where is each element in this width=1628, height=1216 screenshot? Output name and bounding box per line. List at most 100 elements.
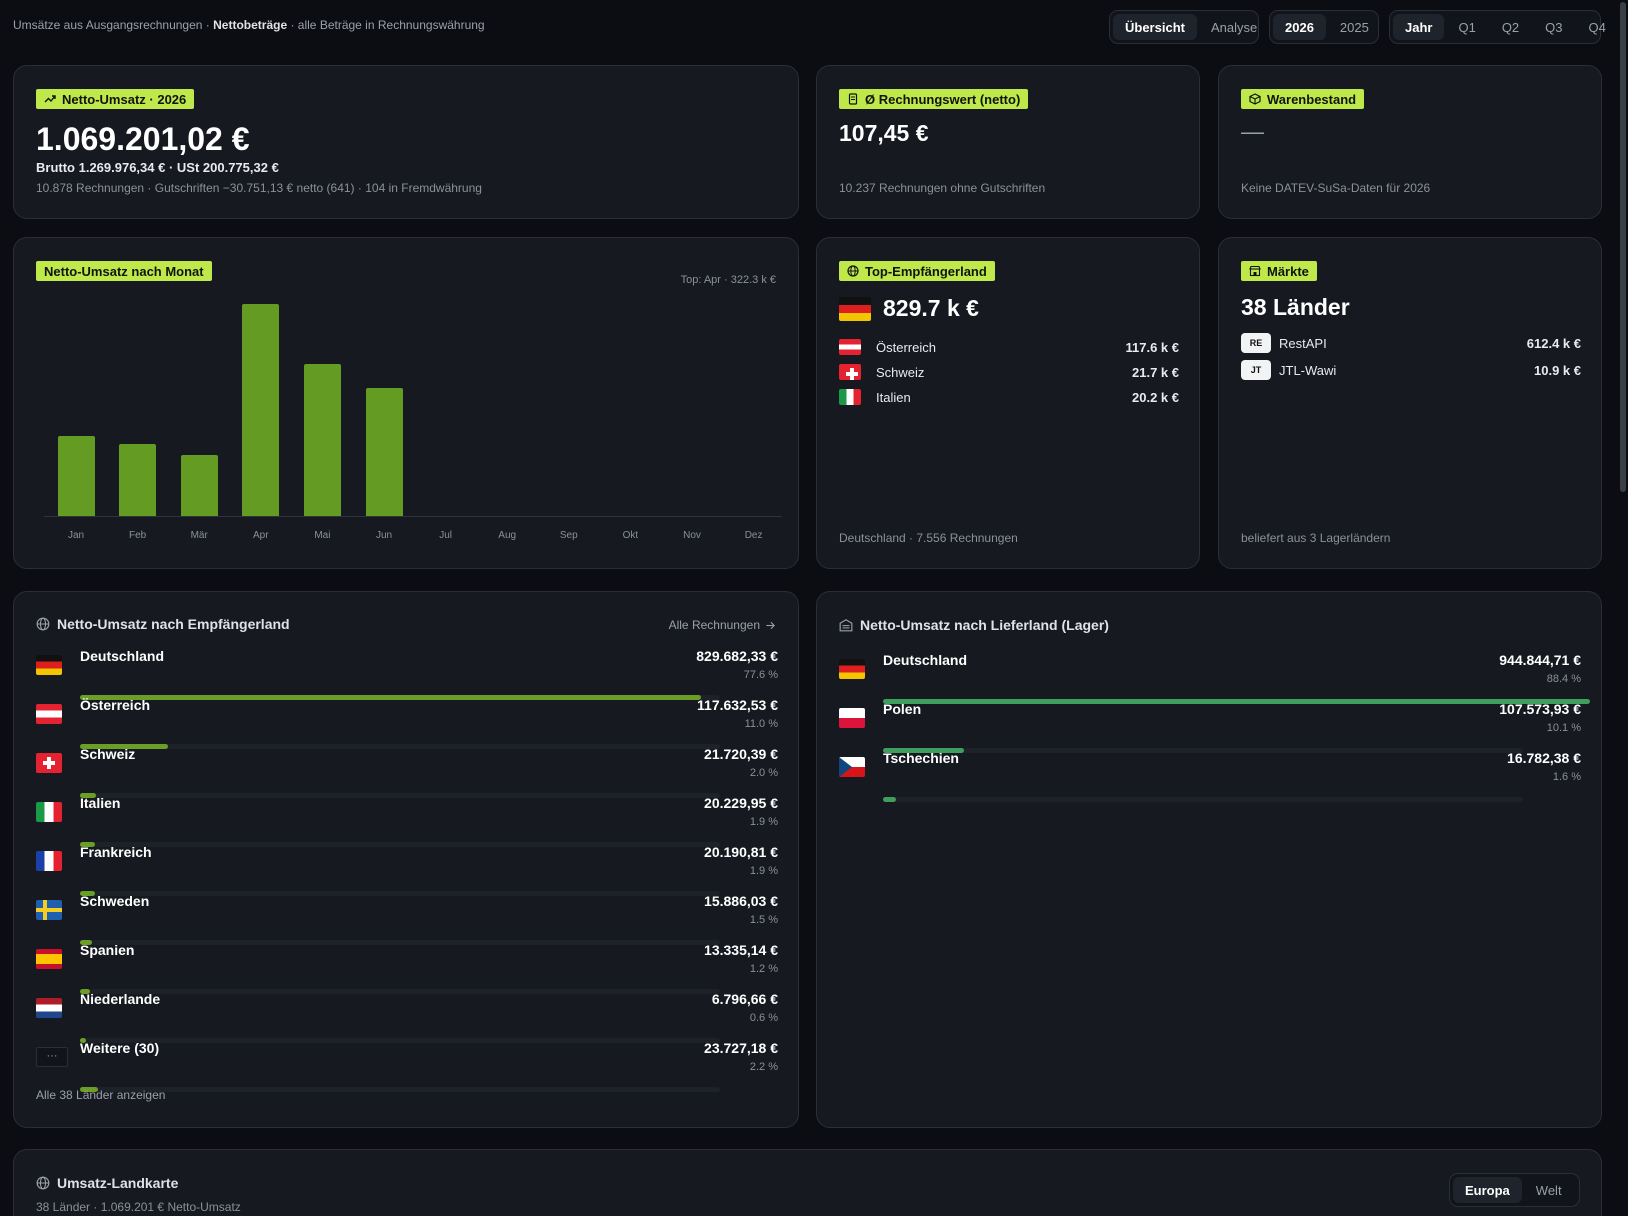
globe-icon xyxy=(36,1176,50,1190)
share-bar-track xyxy=(883,699,1591,704)
bar-apr[interactable] xyxy=(242,304,280,516)
monthly-chart-label: Netto-Umsatz nach Monat xyxy=(36,261,212,281)
italy-flag-icon xyxy=(839,389,861,405)
month-label: Jan xyxy=(67,530,85,541)
bar-mai[interactable] xyxy=(303,364,341,516)
country-name: Frankreich xyxy=(80,844,152,860)
country-value: 20.190,81 € xyxy=(704,844,778,860)
country-name: Deutschland xyxy=(883,652,968,668)
country-name: Schweiz xyxy=(80,746,136,762)
top-country-row-value: 117.6 k € xyxy=(1125,339,1180,355)
country-share: 10.1 % xyxy=(1546,722,1581,734)
market-row: RE RestAPI 612.4 k € xyxy=(1241,333,1581,353)
country-row[interactable]: Italien 20.229,95 € 1.9 % xyxy=(36,795,778,847)
store-icon xyxy=(1249,265,1261,277)
country-value: 6.796,66 € xyxy=(711,991,778,1007)
kpi-stock-card: Warenbestand — Keine DATEV-SuSa-Daten fü… xyxy=(1218,65,1602,219)
bar-jan[interactable] xyxy=(57,436,95,516)
kpi-stock-label: Warenbestand xyxy=(1241,89,1365,109)
share-bar-fill xyxy=(80,842,96,847)
share-bar-track xyxy=(80,989,720,994)
country-row[interactable]: Niederlande 6.796,66 € 0.6 % xyxy=(36,991,778,1043)
tab-map-europa[interactable]: Europa xyxy=(1453,1177,1522,1203)
country-value: 15.886,03 € xyxy=(704,893,778,909)
top-country-row: Österreich 117.6 k € xyxy=(839,339,1179,355)
month-label: Jun xyxy=(375,530,393,541)
page-subtitle: Umsätze aus Ausgangsrechnungen · Nettobe… xyxy=(13,18,485,32)
kpi-revenue-gross: Brutto 1.269.976,34 € · USt 200.775,32 € xyxy=(36,160,279,175)
bar-jun[interactable] xyxy=(365,388,403,516)
country-value: 944.844,71 € xyxy=(1499,652,1581,668)
country-value: 16.782,38 € xyxy=(1507,750,1581,766)
trending-up-icon xyxy=(44,95,56,103)
country-share: 77.6 % xyxy=(743,669,778,681)
tab-period-jahr[interactable]: Jahr xyxy=(1393,14,1445,40)
kpi-revenue-label-text: Netto-Umsatz · 2026 xyxy=(62,91,187,107)
share-bar-track xyxy=(883,748,1523,753)
tab-period-q1[interactable]: Q1 xyxy=(1458,19,1476,35)
month-label: Nov xyxy=(683,530,701,541)
tab-analyse[interactable]: Analyse xyxy=(1210,19,1258,35)
tab-map-welt[interactable]: Welt xyxy=(1535,1182,1562,1198)
share-bar-track xyxy=(80,793,720,798)
country-name: Weitere (30) xyxy=(80,1040,160,1056)
country-value: 829.682,33 € xyxy=(696,648,778,664)
bar-mär[interactable] xyxy=(180,455,218,516)
monthly-bar-chart: Jan Feb Mär Apr Mai Jun Jul Aug Sep Okt Nov Dez xyxy=(44,298,782,558)
view-switcher: Übersicht Analyse xyxy=(1109,10,1259,44)
country-row[interactable]: Deutschland 829.682,33 € 77.6 % xyxy=(36,648,778,700)
kpi-invoice-value: 107,45 € xyxy=(839,120,929,146)
country-row[interactable]: Frankreich 20.190,81 € 1.9 % xyxy=(36,844,778,896)
share-bar-fill xyxy=(80,695,701,700)
tab-uebersicht[interactable]: Übersicht xyxy=(1113,14,1197,40)
country-row[interactable]: Schweiz 21.720,39 € 2.0 % xyxy=(36,746,778,798)
kpi-stock-detail: Keine DATEV-SuSa-Daten für 2026 xyxy=(1241,181,1431,195)
market-name: RestAPI xyxy=(1279,335,1327,351)
share-bar-fill xyxy=(883,699,1591,704)
tab-year-2026[interactable]: 2026 xyxy=(1273,14,1326,40)
pl-flag-icon xyxy=(839,708,865,728)
all-invoices-link[interactable]: Alle Rechnungen xyxy=(669,618,776,632)
monthly-top-note: Top: Apr · 322.3 k € xyxy=(680,274,776,286)
monthly-chart-card: Netto-Umsatz nach Monat Top: Apr · 322.3… xyxy=(13,237,799,569)
country-row[interactable]: Österreich 117.632,53 € 11.0 % xyxy=(36,697,778,749)
country-share: 2.0 % xyxy=(749,767,778,779)
tab-period-q3[interactable]: Q3 xyxy=(1545,19,1563,35)
country-name: Spanien xyxy=(80,942,135,958)
page-scrollbar[interactable] xyxy=(1620,2,1626,492)
tab-period-q2[interactable]: Q2 xyxy=(1501,19,1520,35)
show-all-countries-link[interactable]: Alle 38 Länder anzeigen xyxy=(36,1088,166,1102)
country-row[interactable]: Polen 107.573,93 € 10.1 % xyxy=(839,701,1581,753)
warehouse-country-card: Netto-Umsatz nach Lieferland (Lager) Deu… xyxy=(816,591,1602,1128)
kpi-invoice-detail: 10.237 Rechnungen ohne Gutschriften xyxy=(839,181,1046,195)
country-row[interactable]: Spanien 13.335,14 € 1.2 % xyxy=(36,942,778,994)
country-value: 117.632,53 € xyxy=(697,697,778,713)
box-icon xyxy=(1249,93,1261,105)
tab-period-q4[interactable]: Q4 xyxy=(1588,19,1606,35)
market-value: 10.9 k € xyxy=(1534,362,1581,378)
country-row[interactable]: Deutschland 944.844,71 € 88.4 % xyxy=(839,652,1591,704)
chart-baseline xyxy=(44,516,782,517)
kpi-revenue-label: Netto-Umsatz · 2026 xyxy=(36,89,195,109)
recipient-country-card: Netto-Umsatz nach Empfängerland Alle Rec… xyxy=(13,591,799,1128)
top-country-row-value: 21.7 k € xyxy=(1132,364,1179,380)
top-country-value: 829.7 k € xyxy=(883,295,979,321)
month-label: Feb xyxy=(128,530,147,541)
country-row[interactable]: Tschechien 16.782,38 € 1.6 % xyxy=(839,750,1581,802)
month-label: Sep xyxy=(559,530,578,541)
kpi-stock-value: — xyxy=(1241,118,1264,144)
share-bar-track xyxy=(80,1087,720,1092)
warehouse-icon xyxy=(839,619,853,632)
share-bar-fill xyxy=(80,793,96,798)
tab-year-2025[interactable]: 2025 xyxy=(1339,19,1369,35)
country-name: Schweden xyxy=(80,893,150,909)
country-row[interactable]: Schweden 15.886,03 € 1.5 % xyxy=(36,893,778,945)
bar-feb[interactable] xyxy=(119,443,157,516)
more-countries-icon: ··· xyxy=(36,1047,68,1067)
share-bar-track xyxy=(80,891,720,896)
country-row[interactable]: ··· Weitere (30) 23.727,18 € 2.2 % xyxy=(36,1040,778,1092)
country-share: 0.6 % xyxy=(749,1012,778,1024)
de-flag-icon xyxy=(36,655,62,675)
country-name: Deutschland xyxy=(80,648,165,664)
month-label: Dez xyxy=(744,530,763,541)
